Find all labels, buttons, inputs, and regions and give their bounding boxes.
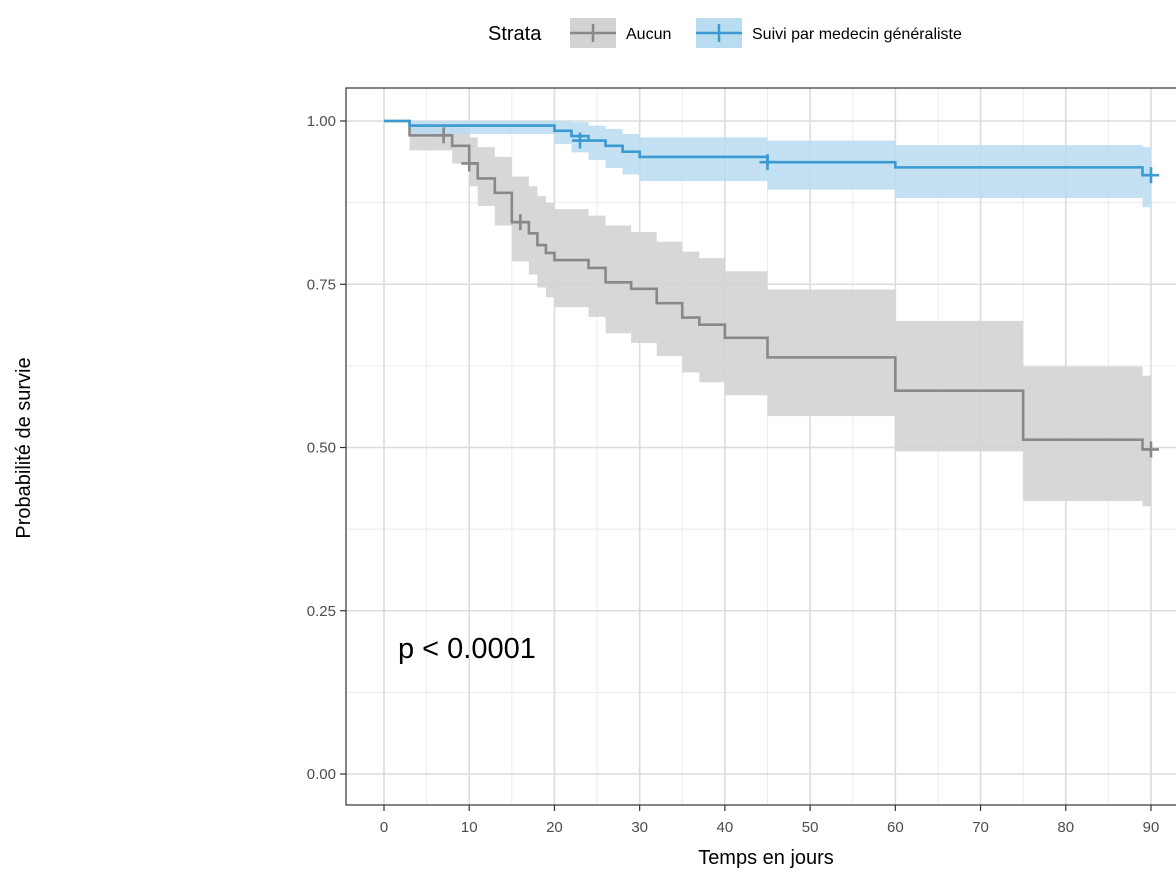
y-tick-label: 1.00: [307, 113, 336, 130]
y-tick-label: 0.25: [307, 603, 336, 620]
legend-label-aucun: Aucun: [626, 26, 671, 43]
y-tick-label: 0.75: [307, 276, 336, 293]
survival-curve-0: [384, 119, 1151, 451]
confidence-band-0: [384, 121, 1151, 507]
x-tick-label: 70: [972, 819, 989, 836]
x-tick-label: 80: [1057, 819, 1074, 836]
p-value-annotation: p < 0.0001: [398, 633, 536, 665]
legend-label-suivi: Suivi par medecin généraliste: [752, 26, 962, 43]
x-tick-label: 40: [717, 819, 734, 836]
x-tick-label: 50: [802, 819, 819, 836]
x-tick-label: 10: [461, 819, 478, 836]
legend: Strata Aucun Suivi par medecin généralis…: [488, 18, 962, 48]
x-tick-label: 90: [1143, 819, 1160, 836]
plot-area: 0 10 20 30 40 50 60 70 80 900.000.250.500.751.00 …: [307, 87, 1176, 836]
legend-title: Strata: [488, 23, 542, 45]
survival-curve-1: [384, 119, 1151, 177]
y-tick-label: 0.50: [307, 440, 336, 457]
axis-ticks: 0 10 20 30 40 50 60 70 80 90 0.00 0.25 0.50 0.75 1.00: [307, 113, 1160, 836]
plot-border: [345, 87, 1176, 806]
x-tick-label: 0: [380, 819, 388, 836]
censor-marks: [435, 127, 1159, 458]
y-axis-title: Probabilité de survie: [13, 357, 35, 538]
survival-curves: [384, 119, 1151, 451]
x-tick-label: 20: [546, 819, 563, 836]
x-axis-title: Temps en jours: [698, 847, 834, 869]
x-tick-label: 60: [887, 819, 904, 836]
y-tick-label: 0.00: [307, 766, 336, 783]
x-tick-label: 30: [631, 819, 648, 836]
